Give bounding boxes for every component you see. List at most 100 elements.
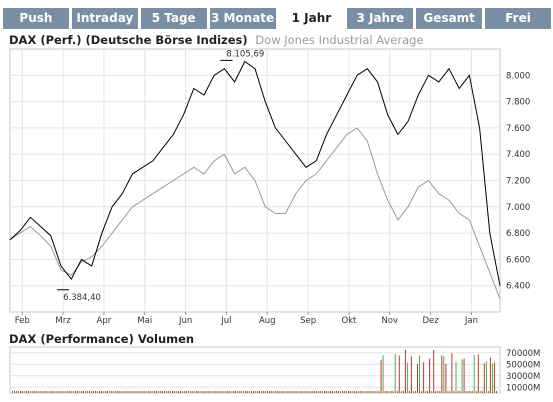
volume-bar — [214, 391, 216, 393]
volume-bar — [483, 363, 485, 393]
volume-bar — [360, 391, 362, 393]
volume-bar — [52, 391, 54, 393]
volume-bar — [293, 391, 295, 393]
volume-tick-label: 10000M — [506, 383, 540, 393]
tab-push[interactable]: Push — [3, 8, 69, 29]
volume-bar — [121, 391, 123, 393]
x-tick-label: Jun — [178, 316, 192, 326]
volume-bar — [433, 350, 435, 393]
tab-intraday[interactable]: Intraday — [71, 8, 138, 29]
volume-bar — [226, 391, 228, 393]
volume-bar — [479, 391, 481, 393]
max-annotation: 8.105,69 — [226, 49, 264, 59]
volume-bar — [200, 391, 202, 393]
volume-bar — [315, 391, 317, 393]
x-tick-label: Dez — [422, 316, 439, 326]
volume-bar — [303, 391, 305, 393]
y-tick-label: 7.400 — [506, 150, 530, 160]
volume-bar — [348, 391, 350, 393]
volume-bar — [131, 391, 133, 393]
volume-bar — [410, 356, 412, 393]
volume-bar — [485, 361, 487, 393]
volume-bar — [340, 391, 342, 393]
tab-gesamt[interactable]: Gesamt — [416, 8, 483, 29]
volume-tick-label: 30000M — [506, 372, 540, 382]
volume-bar — [242, 391, 244, 393]
volume-bar — [467, 391, 469, 393]
volume-bar — [350, 391, 352, 393]
volume-bar — [14, 391, 15, 393]
volume-bar — [60, 391, 62, 393]
volume-bar — [386, 391, 388, 393]
tab-3-monate[interactable]: 3 Monate — [209, 8, 276, 29]
volume-bar — [182, 391, 184, 393]
volume-bar — [155, 391, 157, 393]
volume-bar — [394, 353, 396, 393]
volume-bar — [32, 391, 34, 393]
volume-bar — [220, 391, 222, 393]
volume-bar — [139, 391, 141, 393]
volume-tick-label: 70000M — [506, 349, 540, 359]
volume-bar — [362, 391, 364, 393]
y-tick-label: 6.600 — [506, 255, 530, 265]
volume-bar — [91, 391, 92, 393]
volume-bar — [86, 391, 88, 393]
x-tick-label: Aug — [259, 316, 276, 326]
volume-bar — [463, 358, 465, 393]
volume-bar — [451, 353, 453, 393]
volume-bar — [269, 391, 271, 393]
volume-bar — [429, 358, 431, 393]
volume-bar — [127, 391, 129, 393]
volume-bar — [400, 391, 402, 393]
volume-bar — [240, 391, 242, 393]
volume-bar — [380, 359, 382, 393]
volume-bar — [419, 355, 420, 393]
dax-series-line — [9, 60, 501, 286]
volume-bar — [299, 391, 301, 393]
volume-bar — [449, 391, 451, 393]
tab-3-jahre[interactable]: 3 Jahre — [347, 8, 414, 29]
volume-bar — [283, 391, 285, 393]
volume-bar — [78, 391, 80, 393]
volume-bar — [443, 356, 445, 393]
volume-bar — [382, 355, 384, 393]
volume-bar — [376, 391, 378, 393]
volume-bar — [180, 391, 182, 393]
volume-bar — [68, 391, 70, 393]
volume-bar — [425, 391, 427, 393]
volume-bar — [279, 391, 281, 393]
volume-bar — [190, 391, 192, 393]
x-tick-label: Apr — [97, 316, 112, 326]
volume-bar — [194, 391, 196, 393]
volume-bar — [103, 391, 105, 393]
volume-bar — [159, 391, 161, 393]
volume-bar — [137, 391, 139, 393]
volume-bar — [141, 391, 143, 393]
volume-bar — [259, 391, 261, 393]
volume-bar — [364, 391, 366, 393]
tab-1-jahr[interactable]: 1 Jahr — [278, 8, 345, 29]
volume-bar — [34, 391, 36, 393]
y-tick-label: 7.000 — [506, 203, 530, 213]
volume-bar — [390, 391, 392, 393]
volume-bar — [336, 391, 337, 393]
volume-bar — [358, 391, 360, 393]
volume-bar — [445, 363, 447, 393]
volume-bar — [153, 391, 155, 393]
tab-frei[interactable]: Frei — [485, 8, 551, 29]
volume-bar — [228, 391, 230, 393]
volume-bar — [36, 391, 38, 393]
tab-5-tage[interactable]: 5 Tage — [140, 8, 207, 29]
volume-bar — [366, 391, 368, 393]
volume-tick-label: 50000M — [506, 360, 540, 370]
volume-bar — [417, 364, 418, 393]
volume-bar — [250, 391, 252, 393]
volume-bar — [455, 362, 457, 393]
volume-bar — [261, 391, 263, 393]
volume-bar — [334, 391, 335, 393]
volume-bar — [178, 391, 180, 393]
chart-title: DAX (Perf.) (Deutsche Börse Indizes) Dow… — [9, 33, 424, 47]
volume-bar — [16, 391, 18, 393]
volume-bar — [24, 391, 26, 393]
volume-bar — [338, 391, 339, 393]
